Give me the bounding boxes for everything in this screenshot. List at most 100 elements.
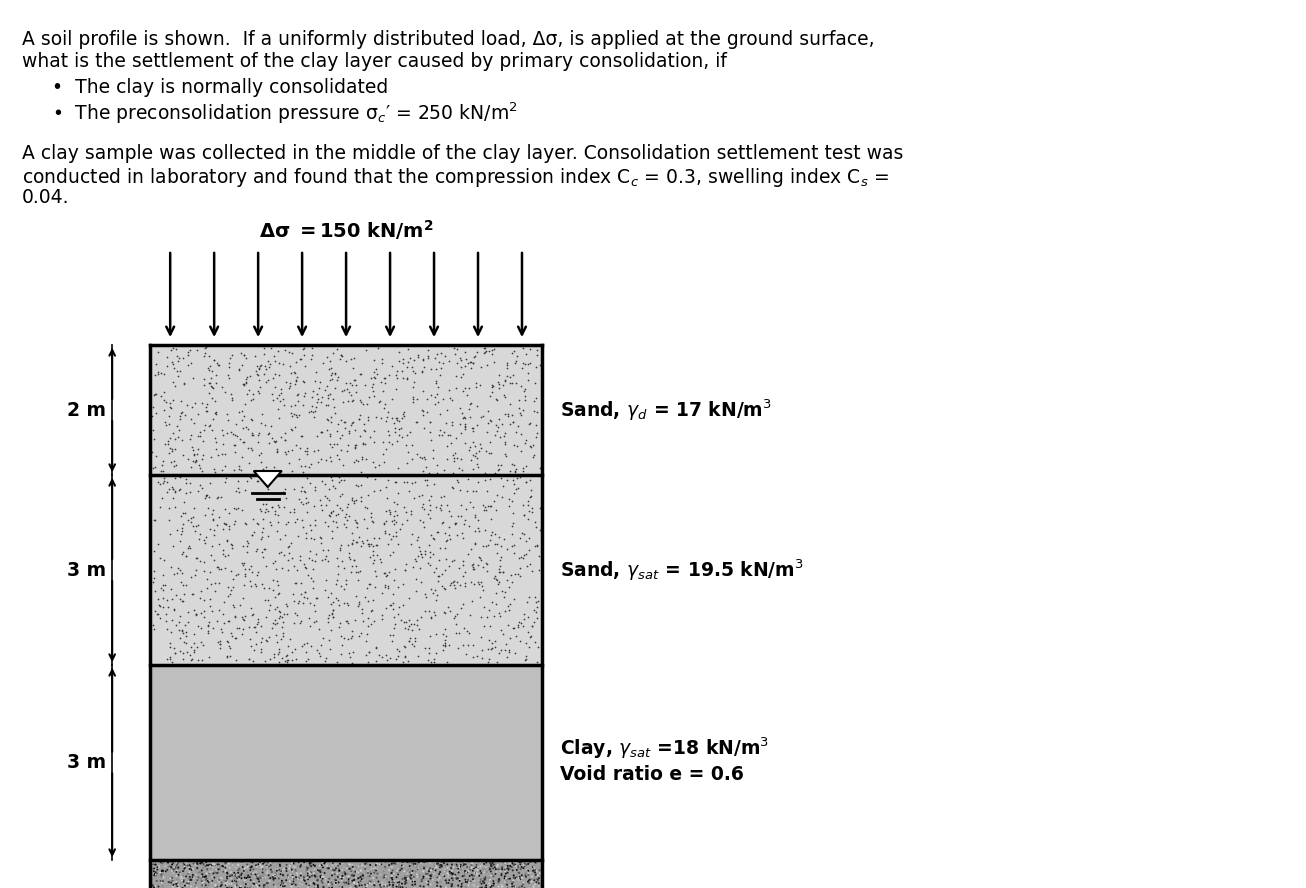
Point	[521, 619, 542, 633]
Point	[221, 424, 242, 439]
Point	[418, 493, 439, 507]
Point	[323, 603, 343, 617]
Point	[521, 619, 542, 633]
Point	[161, 860, 182, 875]
Point	[311, 638, 332, 652]
Point	[488, 463, 509, 477]
Point	[155, 859, 176, 873]
Point	[212, 877, 232, 888]
Point	[225, 878, 246, 888]
Point	[170, 592, 191, 607]
Point	[200, 861, 221, 876]
Point	[296, 444, 317, 458]
Point	[518, 590, 539, 604]
Point	[268, 611, 289, 625]
Point	[188, 865, 209, 879]
Point	[300, 876, 321, 888]
Point	[212, 447, 232, 461]
Point	[495, 864, 516, 878]
Point	[465, 377, 486, 391]
Point	[223, 463, 244, 477]
Point	[323, 504, 343, 519]
Point	[364, 878, 385, 888]
Point	[401, 507, 422, 521]
Point	[522, 450, 543, 464]
Point	[176, 884, 197, 888]
Point	[185, 640, 206, 654]
Point	[491, 867, 512, 881]
Point	[479, 603, 500, 617]
Point	[283, 859, 304, 873]
Point	[146, 879, 167, 888]
Point	[193, 610, 214, 624]
Point	[234, 870, 255, 884]
Point	[248, 857, 269, 871]
Point	[496, 542, 517, 556]
Point	[354, 511, 375, 526]
Point	[276, 426, 296, 440]
Point	[445, 616, 466, 630]
Point	[323, 856, 343, 870]
Point	[165, 860, 185, 875]
Point	[222, 884, 243, 888]
Point	[196, 340, 217, 354]
Point	[150, 464, 171, 478]
Point	[421, 424, 441, 439]
Point	[185, 453, 206, 467]
Point	[508, 419, 529, 433]
Point	[409, 622, 430, 636]
Point	[389, 353, 410, 368]
Point	[282, 877, 303, 888]
Point	[465, 524, 486, 538]
Point	[417, 867, 438, 881]
Point	[218, 371, 239, 385]
Point	[387, 433, 407, 448]
Point	[413, 353, 434, 367]
Point	[358, 413, 379, 427]
Point	[357, 581, 377, 595]
Point	[439, 532, 460, 546]
Point	[210, 879, 231, 888]
Point	[199, 377, 219, 391]
Point	[452, 860, 473, 874]
Point	[383, 884, 404, 888]
Point	[471, 643, 492, 657]
Point	[146, 862, 167, 876]
Point	[398, 884, 419, 888]
Point	[392, 872, 413, 886]
Point	[394, 869, 415, 884]
Point	[308, 857, 329, 871]
Point	[418, 641, 439, 655]
Point	[397, 342, 418, 356]
Point	[205, 880, 226, 888]
Point	[174, 864, 195, 878]
Point	[366, 886, 387, 888]
Point	[430, 860, 451, 875]
Point	[296, 561, 317, 575]
Point	[512, 464, 533, 478]
Point	[435, 607, 456, 621]
Point	[462, 650, 483, 664]
Point	[270, 878, 291, 888]
Point	[342, 623, 363, 638]
Point	[229, 362, 249, 377]
Point	[321, 366, 342, 380]
Point	[299, 858, 320, 872]
Point	[202, 870, 223, 884]
Point	[209, 875, 230, 888]
Point	[219, 649, 240, 663]
Point	[452, 861, 473, 876]
Point	[150, 389, 171, 403]
Point	[426, 646, 447, 661]
Point	[191, 635, 212, 649]
Point	[290, 429, 311, 443]
Point	[321, 606, 342, 620]
Point	[529, 501, 550, 515]
Point	[524, 886, 545, 888]
Point	[341, 526, 362, 540]
Point	[364, 580, 385, 594]
Point	[475, 881, 496, 888]
Point	[273, 876, 294, 888]
Point	[407, 348, 428, 362]
Point	[296, 646, 317, 660]
